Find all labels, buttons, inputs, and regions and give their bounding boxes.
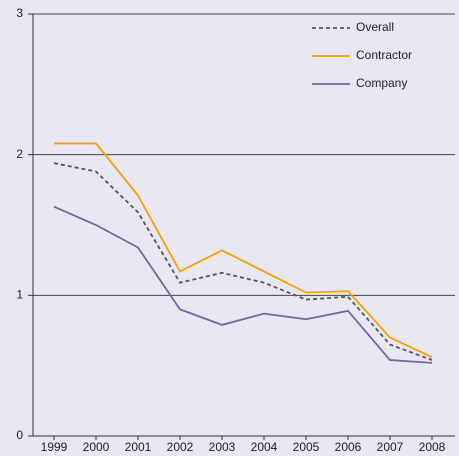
x-tick-label: 2003 (209, 440, 236, 454)
y-tick-label: 2 (16, 147, 23, 161)
x-tick-label: 2004 (251, 440, 278, 454)
x-tick-label: 2008 (419, 440, 446, 454)
series-line (53, 205, 433, 364)
y-tick-label: 0 (16, 428, 23, 442)
x-tick-label: 2005 (293, 440, 320, 454)
legend-label: Company (356, 76, 407, 90)
x-tick-label: 1999 (41, 440, 68, 454)
y-tick-label: 3 (16, 6, 23, 20)
y-tick-label: 1 (16, 288, 23, 302)
series-line (53, 162, 433, 361)
series-line (54, 142, 433, 359)
x-tick-label: 2001 (125, 440, 152, 454)
x-tick-label: 2002 (167, 440, 194, 454)
legend-label: Overall (356, 20, 394, 34)
legend-label: Contractor (356, 48, 412, 62)
x-tick-label: 2006 (335, 440, 362, 454)
x-tick-label: 2007 (377, 440, 404, 454)
x-tick-label: 2000 (83, 440, 110, 454)
